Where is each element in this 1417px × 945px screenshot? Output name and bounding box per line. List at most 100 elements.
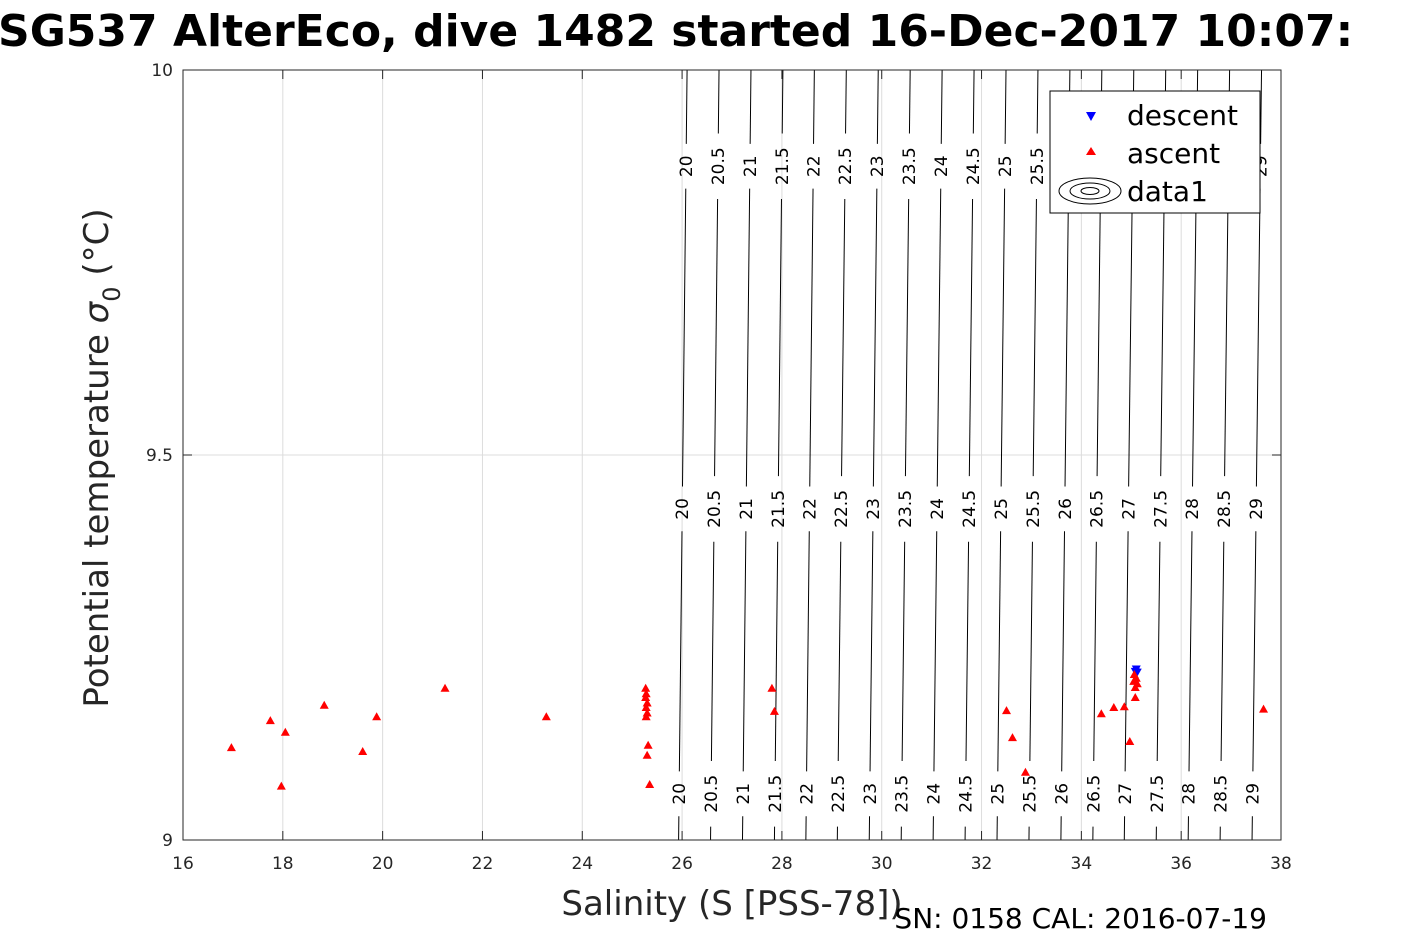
contour-label: 26 xyxy=(1052,783,1072,805)
x-tick-label: 16 xyxy=(172,854,194,874)
legend-marker-descent xyxy=(1086,112,1096,121)
contour-label: 23 xyxy=(864,498,884,520)
contour-segment xyxy=(781,69,784,134)
ascent-point xyxy=(642,698,652,707)
x-tick-label: 32 xyxy=(971,854,993,874)
contour-label: 25 xyxy=(996,155,1016,177)
contour-segment xyxy=(714,199,719,477)
contour-label: 29 xyxy=(1244,783,1264,805)
contour-21-5: 21.5 21.5 21.5 xyxy=(766,69,793,841)
ascent-point xyxy=(1125,736,1135,745)
ascent-point xyxy=(1259,704,1269,713)
contour-segment xyxy=(841,199,846,477)
contour-segment xyxy=(1093,541,1097,762)
contour-segment xyxy=(845,69,847,134)
contour-segment xyxy=(777,199,782,477)
ascent-point xyxy=(641,689,651,698)
legend-marker-ascent xyxy=(1086,147,1096,155)
x-tick-label: 36 xyxy=(1170,854,1192,874)
x-tick-label: 38 xyxy=(1270,854,1292,874)
y-tick-labels: 9 9.5 10 xyxy=(146,61,173,851)
contour-segment xyxy=(749,69,752,144)
contour-label: 23 xyxy=(868,155,888,177)
chart-title: SG537 AlterEco, dive 1482 started 16-Dec… xyxy=(0,6,1353,57)
contour-segment xyxy=(936,188,942,487)
contour-segment xyxy=(1124,531,1129,772)
contour-label: 24.5 xyxy=(964,147,984,185)
contour-25: 25 25 25 xyxy=(989,69,1016,841)
contour-segment xyxy=(717,69,720,134)
x-axis-label: Salinity (S [PSS-78]) xyxy=(561,884,902,924)
contour-segment xyxy=(933,531,938,772)
ascent-point xyxy=(641,693,651,702)
contour-segment xyxy=(872,188,878,487)
contour-24-5: 24.5 24.5 24.5 xyxy=(957,69,984,841)
contour-label: 21.5 xyxy=(769,490,789,528)
contour-label: 28 xyxy=(1180,783,1200,805)
y-tick-label: 9 xyxy=(162,831,173,851)
ascent-point xyxy=(1096,709,1106,718)
contour-segment xyxy=(1160,199,1165,477)
y-axis-label-sigma: σ xyxy=(77,300,117,323)
contour-segment xyxy=(1032,199,1037,477)
data-points xyxy=(226,665,1269,790)
ascent-point xyxy=(645,780,655,789)
contour-segment xyxy=(681,188,687,487)
contour-label: 24.5 xyxy=(957,775,977,813)
x-tick-label: 30 xyxy=(871,854,893,874)
legend-label-ascent: ascent xyxy=(1127,137,1220,170)
contour-label: 25.5 xyxy=(1020,775,1040,813)
contour-segment xyxy=(813,69,815,144)
contour-segment xyxy=(876,69,879,144)
contour-segment xyxy=(940,69,943,144)
contour-label: 25.5 xyxy=(1028,147,1048,185)
contour-label: 27.5 xyxy=(1151,490,1171,528)
contour-label: 25 xyxy=(989,783,1009,805)
contour-22-5: 22.5 22.5 22.5 xyxy=(829,69,856,841)
density-contours: 20202020.520.520.521212121.521.521.52222… xyxy=(670,69,1271,841)
axes xyxy=(182,69,1282,841)
ascent-point xyxy=(1119,702,1129,711)
contour-segment xyxy=(968,199,974,477)
contour-label: 23.5 xyxy=(900,147,920,185)
contour-segment xyxy=(1004,69,1007,144)
contour-segment xyxy=(997,531,1002,772)
contour-segment xyxy=(1192,188,1197,487)
contour-label: 23.5 xyxy=(893,775,913,813)
contour-label: 21 xyxy=(737,498,757,520)
contour-22: 22 22 22 xyxy=(797,69,824,841)
contour-label: 22.5 xyxy=(829,775,849,813)
contour-segment xyxy=(809,188,814,487)
contour-23: 23 23 23 xyxy=(861,69,888,841)
contour-label: 24 xyxy=(928,498,948,520)
contour-segment xyxy=(742,531,747,772)
contour-21: 21 21 21 xyxy=(734,69,761,841)
contour-label: 26.5 xyxy=(1088,490,1108,528)
ascent-point xyxy=(769,706,779,715)
contour-label: 21.5 xyxy=(766,775,786,813)
contour-label: 27 xyxy=(1116,783,1136,805)
contour-label: 22 xyxy=(801,498,821,520)
contour-20-5: 20.5 20.5 20.5 xyxy=(702,69,729,841)
contour-segment xyxy=(678,531,683,772)
ascent-point xyxy=(1130,683,1140,692)
contour-label: 20 xyxy=(673,498,693,520)
x-tick-label: 24 xyxy=(571,854,593,874)
x-tick-label: 20 xyxy=(372,854,394,874)
contour-24: 24 24 24 xyxy=(925,69,952,841)
contour-segment xyxy=(774,541,779,762)
contour-label: 22 xyxy=(797,783,817,805)
y-axis-label-main: Potential temperature xyxy=(77,323,117,707)
contour-label: 27 xyxy=(1119,498,1139,520)
contour-segment xyxy=(1096,199,1101,477)
contour-segment xyxy=(901,541,906,762)
legend-label-descent: descent xyxy=(1127,99,1238,132)
plot-frame xyxy=(182,69,1282,841)
contour-label: 24 xyxy=(932,155,952,177)
contour-label: 20 xyxy=(670,783,690,805)
contour-segment xyxy=(965,541,970,762)
legend-label-data1: data1 xyxy=(1127,175,1208,208)
ascent-point xyxy=(642,750,652,759)
